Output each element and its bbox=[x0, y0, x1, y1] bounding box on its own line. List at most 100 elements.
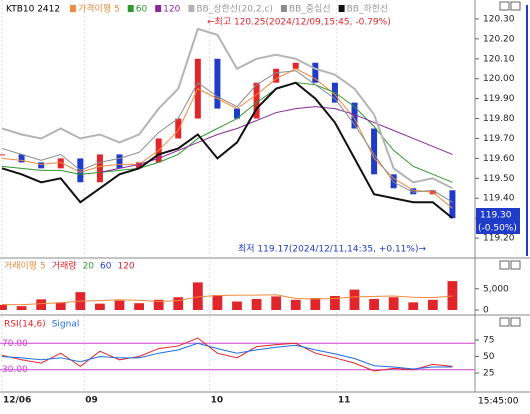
y-tick-label: 120.00 bbox=[483, 74, 515, 84]
candle bbox=[390, 174, 397, 189]
panel-button[interactable] bbox=[499, 260, 510, 270]
panel-button[interactable] bbox=[510, 1, 521, 11]
legend-label: 거래량 bbox=[52, 260, 77, 272]
series-line bbox=[1, 68, 453, 209]
legend-swatch bbox=[155, 5, 162, 12]
x-tick-label: 11 bbox=[338, 396, 351, 406]
volume-bar bbox=[173, 297, 184, 310]
legend-label: 거래이평 5 bbox=[4, 261, 46, 272]
candle bbox=[57, 158, 64, 169]
legend-label: BB_중심선 bbox=[289, 4, 331, 15]
volume-bar bbox=[271, 296, 282, 310]
volume-bar bbox=[427, 299, 438, 310]
y-tick-label: 120.30 bbox=[483, 14, 515, 24]
legend-label: 120 bbox=[117, 262, 134, 272]
legend-swatch bbox=[338, 5, 345, 12]
y-tick-label: 119.50 bbox=[483, 174, 515, 184]
legend-label: 60 bbox=[136, 5, 148, 15]
y-tick-label: 119.90 bbox=[483, 94, 515, 104]
volume-bar bbox=[447, 281, 458, 310]
time-label: 15:45:00 bbox=[478, 397, 519, 407]
candle bbox=[18, 154, 25, 163]
price-box bbox=[476, 208, 520, 234]
volume-bar bbox=[408, 302, 419, 310]
x-tick-label: 12/06 bbox=[3, 396, 31, 406]
volume-bar bbox=[55, 302, 66, 310]
candle bbox=[0, 154, 5, 156]
candle bbox=[449, 190, 456, 219]
legend-swatch bbox=[280, 5, 287, 12]
chart-title: KTB10 2412 bbox=[6, 5, 60, 15]
candle bbox=[351, 102, 358, 129]
y-tick-label: 50 bbox=[483, 352, 495, 362]
volume-bar bbox=[114, 300, 125, 310]
legend-label: 20 bbox=[83, 262, 95, 272]
y-tick-label: 119.60 bbox=[483, 154, 515, 164]
series-line bbox=[1, 81, 454, 219]
legend-swatch bbox=[188, 5, 195, 12]
series-line bbox=[1, 82, 453, 183]
y-tick-label: 119.70 bbox=[483, 134, 515, 144]
candle bbox=[292, 62, 299, 69]
volume-bar bbox=[134, 303, 144, 310]
y-tick-label: 25 bbox=[483, 369, 494, 379]
candle bbox=[312, 62, 319, 83]
last-price: 119.30 bbox=[480, 211, 512, 221]
y-tick-label: 120.10 bbox=[483, 54, 515, 64]
series-line bbox=[1, 342, 453, 370]
candle bbox=[116, 154, 123, 169]
volume-bar bbox=[251, 298, 262, 310]
volume-bar bbox=[310, 298, 321, 310]
y-tick-label: 0 bbox=[483, 306, 489, 316]
legend-label: 120 bbox=[163, 5, 180, 15]
volume-bar bbox=[330, 295, 340, 310]
legend-label: RSI(14,6) bbox=[4, 320, 46, 330]
volume-bar bbox=[369, 298, 379, 310]
level-label: 30.00 bbox=[2, 365, 28, 375]
panel-button[interactable] bbox=[510, 260, 521, 270]
volume-bar bbox=[36, 299, 47, 310]
y-tick-label: 119.40 bbox=[483, 194, 515, 204]
candle bbox=[96, 154, 103, 183]
candle bbox=[214, 58, 221, 109]
volume-bar bbox=[0, 304, 7, 310]
candle bbox=[410, 188, 417, 195]
series-line bbox=[1, 294, 453, 306]
volume-bar bbox=[349, 289, 360, 310]
series-line bbox=[99, 106, 453, 173]
candle bbox=[38, 162, 45, 169]
legend-swatch bbox=[70, 5, 76, 12]
series-line bbox=[1, 70, 453, 203]
x-tick-label: 10 bbox=[211, 396, 224, 406]
y-tick-label: 119.20 bbox=[483, 234, 515, 244]
legend-label: 60 bbox=[100, 262, 112, 272]
legend-label: Signal bbox=[52, 320, 80, 330]
volume-bar bbox=[212, 295, 223, 310]
panel-button[interactable] bbox=[499, 317, 510, 327]
volume-bar bbox=[16, 306, 27, 310]
volume-bar bbox=[95, 303, 105, 310]
candle bbox=[234, 108, 240, 119]
panel-button[interactable] bbox=[510, 317, 521, 327]
candle bbox=[253, 82, 260, 119]
volume-bar bbox=[290, 299, 301, 310]
series-line bbox=[1, 337, 453, 372]
panel-button[interactable] bbox=[499, 1, 510, 11]
series-line bbox=[1, 27, 453, 190]
candle bbox=[371, 128, 378, 175]
last-change: (-0.50%) bbox=[478, 224, 517, 234]
volume-bar bbox=[153, 299, 164, 310]
volume-bar bbox=[232, 301, 242, 310]
y-tick-label: 120.20 bbox=[483, 34, 515, 44]
candle bbox=[136, 162, 143, 169]
legend-label: 가격이평 5 bbox=[78, 3, 120, 15]
volume-bar bbox=[192, 282, 203, 310]
annotation: ←최고 120.25(2024/12/09,15:45, -0.79%) bbox=[207, 17, 391, 28]
level-label: 70.00 bbox=[2, 339, 28, 349]
legend-swatch bbox=[127, 5, 134, 12]
volume-bar bbox=[388, 297, 399, 310]
y-tick-label: 119.80 bbox=[483, 114, 515, 124]
legend-label: BB_상한선(20,2,c) bbox=[196, 4, 273, 15]
